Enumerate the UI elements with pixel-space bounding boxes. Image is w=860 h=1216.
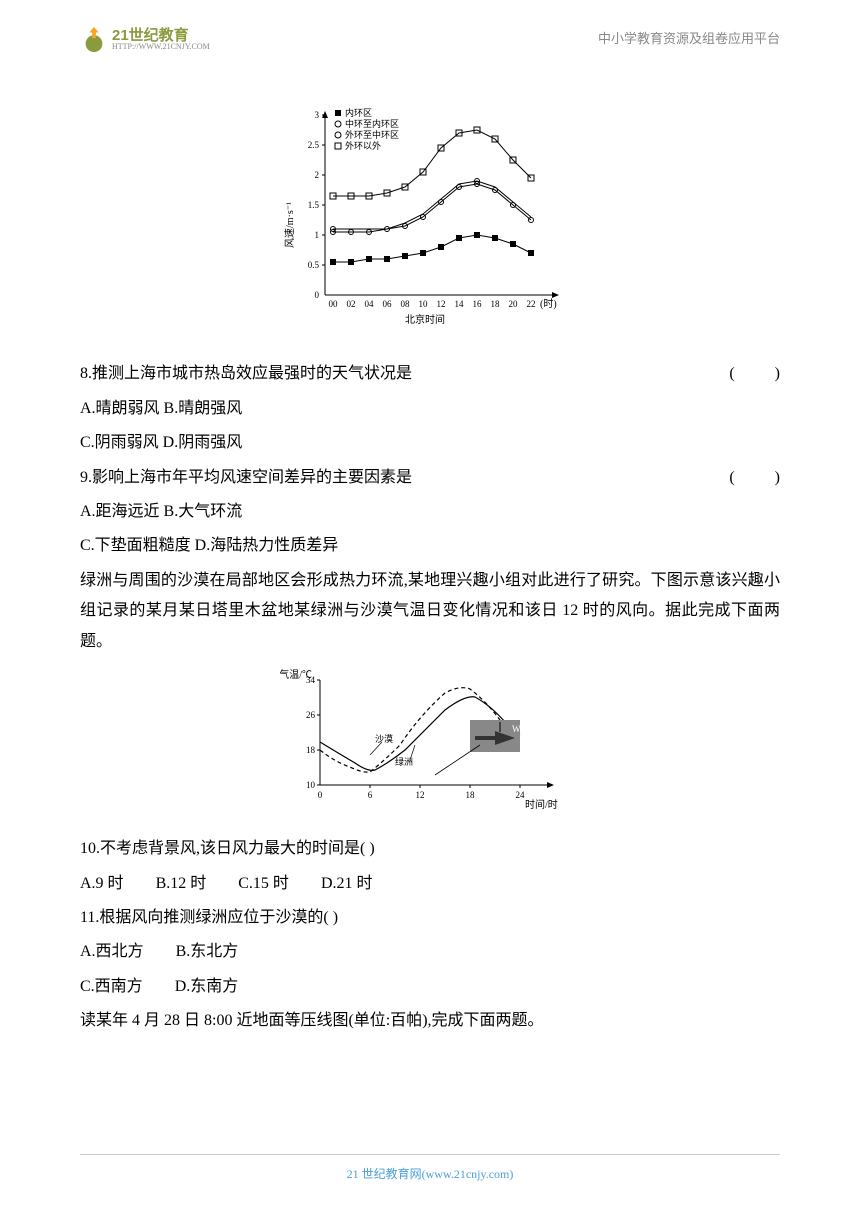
chart2-svg: 气温/℃ 10 18 26 34 0 6 12 18 24 bbox=[280, 665, 580, 815]
q9-options-2: C.下垫面粗糙度 D.海陆热力性质差异 bbox=[80, 531, 780, 561]
svg-text:0: 0 bbox=[318, 790, 323, 800]
page-footer: 21 世纪教育网(www.21cnjy.com) bbox=[80, 1154, 780, 1186]
q9-options-1: A.距海远近 B.大气环流 bbox=[80, 497, 780, 527]
svg-text:08: 08 bbox=[401, 299, 411, 309]
q11-opt-a: A.西北方 bbox=[80, 943, 144, 960]
svg-text:26: 26 bbox=[306, 710, 316, 720]
q8-options-1: A.晴朗弱风 B.晴朗强风 bbox=[80, 394, 780, 424]
q10-opt-b: B.12 时 bbox=[156, 875, 207, 892]
svg-text:12: 12 bbox=[416, 790, 425, 800]
q11-opt-b: B.东北方 bbox=[176, 943, 239, 960]
question-9: 9.影响上海市年平均风速空间差异的主要因素是 ( ) bbox=[80, 463, 780, 493]
passage-2: 绿洲与周围的沙漠在局部地区会形成热力环流,某地理兴趣小组对此进行了研究。下图示意… bbox=[80, 566, 780, 657]
q11-opt-c: C.西南方 bbox=[80, 978, 143, 995]
page-header: 21世纪教育 HTTP://WWW.21CNJY.COM 中小学教育资源及组卷应… bbox=[80, 25, 780, 53]
logo-icon bbox=[80, 25, 108, 53]
content-body: 0 0.5 1 1.5 2 2.5 3 00 02 bbox=[80, 100, 780, 1037]
svg-text:6: 6 bbox=[368, 790, 373, 800]
svg-text:内环区: 内环区 bbox=[345, 107, 372, 118]
svg-text:外环以外: 外环以外 bbox=[345, 140, 381, 151]
chart2-yticks: 10 18 26 34 bbox=[306, 675, 320, 790]
q10-options: A.9 时 B.12 时 C.15 时 D.21 时 bbox=[80, 869, 780, 899]
logo-text-url: HTTP://WWW.21CNJY.COM bbox=[112, 43, 210, 51]
chart2-xticks: 0 6 12 18 24 bbox=[318, 785, 525, 800]
svg-text:2.5: 2.5 bbox=[308, 140, 320, 150]
logo: 21世纪教育 HTTP://WWW.21CNJY.COM bbox=[80, 25, 210, 53]
chart1-xlabel-unit: (时) bbox=[540, 298, 557, 310]
wind-speed-chart: 0 0.5 1 1.5 2 2.5 3 00 02 bbox=[80, 100, 780, 351]
chart1-svg: 0 0.5 1 1.5 2 2.5 3 00 02 bbox=[280, 100, 580, 340]
svg-text:10: 10 bbox=[419, 299, 429, 309]
question-8: 8.推测上海市城市热岛效应最强时的天气状况是 ( ) bbox=[80, 359, 780, 389]
svg-text:1.5: 1.5 bbox=[308, 200, 320, 210]
q8-options-2: C.阴雨弱风 D.阴雨强风 bbox=[80, 428, 780, 458]
q10-opt-a: A.9 时 bbox=[80, 875, 124, 892]
q9-paren: ( ) bbox=[729, 463, 780, 493]
chart1-xlabel: 北京时间 bbox=[405, 313, 445, 326]
svg-text:24: 24 bbox=[516, 790, 526, 800]
chart2-oasis-label: 绿洲 bbox=[395, 756, 413, 767]
svg-text:12: 12 bbox=[437, 299, 446, 309]
svg-text:18: 18 bbox=[306, 745, 316, 755]
q9-text: 9.影响上海市年平均风速空间差异的主要因素是 bbox=[80, 463, 729, 493]
svg-text:外环至中环区: 外环至中环区 bbox=[345, 129, 399, 140]
temperature-chart: 气温/℃ 10 18 26 34 0 6 12 18 24 bbox=[80, 665, 780, 826]
q10-text: 10.不考虑背景风,该日风力最大的时间是( ) bbox=[80, 834, 780, 864]
header-subtitle: 中小学教育资源及组卷应用平台 bbox=[598, 27, 780, 52]
svg-text:06: 06 bbox=[383, 299, 393, 309]
svg-text:18: 18 bbox=[491, 299, 501, 309]
svg-text:34: 34 bbox=[306, 675, 316, 685]
svg-text:20: 20 bbox=[509, 299, 519, 309]
svg-text:22: 22 bbox=[527, 299, 536, 309]
svg-text:中环至内环区: 中环至内环区 bbox=[345, 118, 399, 129]
chart1-ylabel: 风速/m·s⁻¹ bbox=[284, 202, 296, 248]
svg-text:3: 3 bbox=[315, 110, 320, 120]
q11-options-1: A.西北方 B.东北方 bbox=[80, 937, 780, 967]
q10-opt-c: C.15 时 bbox=[238, 875, 289, 892]
chart1-xticks: 00 02 04 06 08 10 12 14 16 18 20 22 bbox=[329, 299, 536, 309]
svg-text:00: 00 bbox=[329, 299, 339, 309]
chart2-desert-label: 沙漠 bbox=[375, 734, 393, 744]
passage-3: 读某年 4 月 28 日 8:00 近地面等压线图(单位:百帕),完成下面两题。 bbox=[80, 1006, 780, 1036]
svg-text:0.5: 0.5 bbox=[308, 260, 320, 270]
svg-text:2: 2 bbox=[315, 170, 320, 180]
chart2-xlabel: 时间/时 bbox=[525, 798, 558, 811]
chart1-yticks: 0 0.5 1 1.5 2 2.5 3 bbox=[308, 110, 325, 300]
svg-text:1: 1 bbox=[315, 230, 320, 240]
q8-paren: ( ) bbox=[729, 359, 780, 389]
svg-text:18: 18 bbox=[466, 790, 476, 800]
svg-text:14: 14 bbox=[455, 299, 465, 309]
q10-opt-d: D.21 时 bbox=[321, 875, 373, 892]
svg-text:0: 0 bbox=[315, 290, 320, 300]
logo-text-cn: 21世纪教育 bbox=[112, 28, 210, 43]
q11-opt-d: D.东南方 bbox=[175, 978, 239, 995]
svg-text:02: 02 bbox=[347, 299, 356, 309]
svg-text:10: 10 bbox=[306, 780, 316, 790]
q8-text: 8.推测上海市城市热岛效应最强时的天气状况是 bbox=[80, 359, 729, 389]
svg-text:16: 16 bbox=[473, 299, 483, 309]
chart1-legend: 内环区 中环至内环区 外环至中环区 外环以外 bbox=[335, 107, 399, 151]
chart2-wind-label: W bbox=[512, 724, 521, 734]
q11-text: 11.根据风向推测绿洲应位于沙漠的( ) bbox=[80, 903, 780, 933]
q11-options-2: C.西南方 D.东南方 bbox=[80, 972, 780, 1002]
svg-text:04: 04 bbox=[365, 299, 375, 309]
